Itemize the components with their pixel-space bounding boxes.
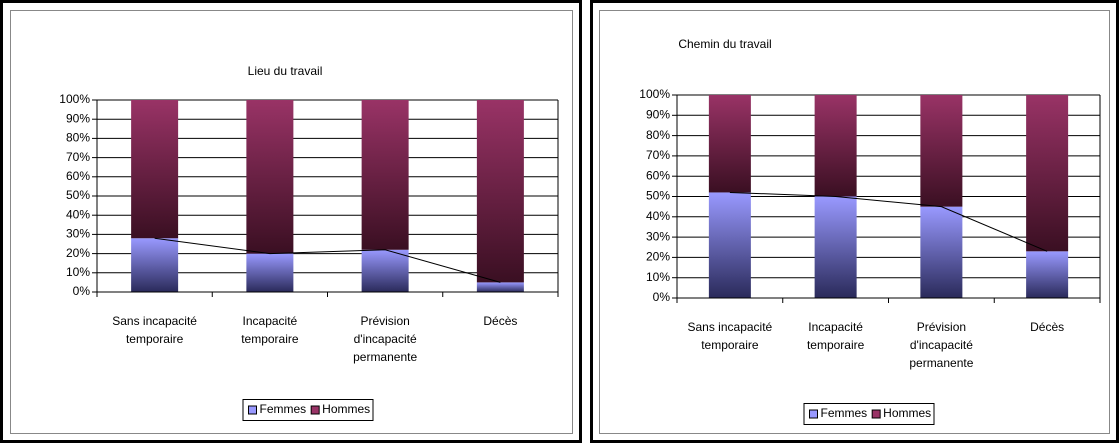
- x-tick-label: Sans incapacité temporaire: [687, 320, 773, 352]
- legend-swatch: [310, 405, 320, 415]
- y-tick-label: 90%: [66, 111, 90, 125]
- bar-segment: [246, 253, 294, 292]
- y-tick-label: 40%: [66, 207, 90, 221]
- y-tick-label: 10%: [646, 270, 670, 284]
- panel-border: [0, 0, 582, 443]
- bar-segment: [131, 238, 179, 292]
- chart-title: Lieu du travail: [248, 64, 323, 78]
- y-tick-label: 30%: [646, 229, 670, 243]
- y-tick-label: 0%: [653, 290, 671, 304]
- x-tick-label: Prévision d'incapacité permanente: [353, 314, 418, 364]
- legend-label: Femmes: [821, 406, 868, 420]
- series-line: [729, 191, 1048, 252]
- bar-segment: [1026, 95, 1069, 252]
- y-tick-label: 80%: [646, 128, 670, 142]
- legend-label: Femmes: [260, 402, 307, 416]
- x-tick-label: Décès: [483, 314, 518, 328]
- y-tick-label: 30%: [66, 227, 90, 241]
- bar-segment: [131, 100, 179, 239]
- x-tick-label: Incapacité temporaire: [806, 320, 865, 352]
- y-tick-label: 20%: [66, 246, 90, 260]
- bar-segment: [814, 196, 857, 298]
- y-tick-label: 0%: [73, 284, 91, 298]
- bar-segment: [708, 192, 751, 298]
- y-tick-label: 90%: [646, 107, 670, 121]
- bar-segment: [920, 95, 963, 207]
- legend-swatch: [248, 405, 257, 415]
- x-tick-label: Sans incapacité temporaire: [112, 314, 197, 346]
- bar-segment: [246, 100, 294, 254]
- panel-border: [590, 0, 1119, 443]
- y-tick-label: 60%: [66, 169, 90, 183]
- series-line: [154, 237, 501, 283]
- y-tick-label: 40%: [646, 209, 670, 223]
- bar-segment: [814, 95, 857, 197]
- chart-frame: [10, 10, 573, 434]
- legend-label: Hommes: [322, 402, 370, 416]
- y-tick-label: 50%: [66, 188, 90, 202]
- chart-title: Chemin du travail: [678, 37, 771, 51]
- bar-segment: [361, 249, 409, 292]
- y-tick-label: 100%: [639, 87, 670, 101]
- legend-box: [242, 399, 374, 421]
- x-tick-label: Décès: [1030, 320, 1065, 334]
- y-tick-label: 20%: [646, 250, 670, 264]
- legend-swatch: [809, 409, 818, 419]
- bar-segment: [1026, 251, 1069, 298]
- y-tick-label: 70%: [646, 148, 670, 162]
- y-tick-label: 100%: [59, 92, 90, 106]
- legend-swatch: [871, 409, 881, 419]
- bar-segment: [920, 206, 963, 298]
- y-tick-label: 80%: [66, 131, 90, 145]
- legend-label: Hommes: [883, 406, 931, 420]
- x-tick-label: Prévision d'incapacité permanente: [909, 320, 974, 370]
- bar-segment: [708, 95, 751, 193]
- y-tick-label: 50%: [646, 189, 670, 203]
- y-tick-label: 10%: [66, 265, 90, 279]
- bar-segment: [361, 100, 409, 250]
- x-tick-label: Incapacité temporaire: [241, 314, 299, 346]
- legend-box: [803, 403, 935, 425]
- bar-segment: [476, 282, 524, 292]
- bar-segment: [476, 100, 524, 283]
- y-tick-label: 60%: [646, 168, 670, 182]
- chart-frame: [599, 10, 1110, 434]
- y-tick-label: 70%: [66, 150, 90, 164]
